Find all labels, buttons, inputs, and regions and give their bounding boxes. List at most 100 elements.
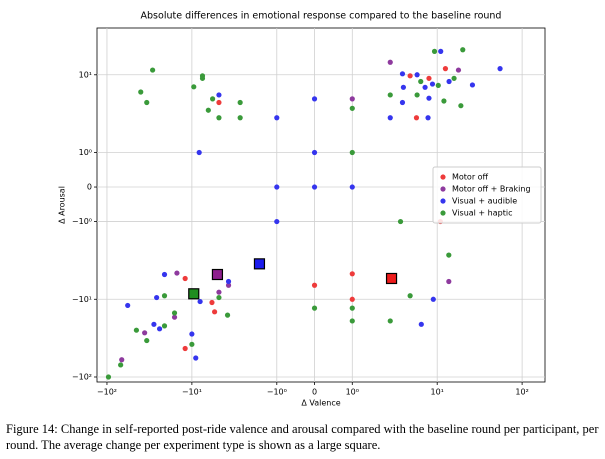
point (237, 115, 243, 121)
point (197, 298, 203, 305)
caption: Figure 14: Change in self-reported post-… (6, 422, 599, 452)
y-tick-label: −10⁰ (72, 217, 92, 226)
point (349, 149, 355, 156)
point (161, 271, 168, 278)
point (151, 321, 157, 327)
mean-square (385, 272, 398, 285)
chart-title: Absolute differences in emotional respon… (141, 11, 502, 22)
point (119, 357, 125, 363)
point (209, 299, 215, 306)
point (497, 66, 503, 72)
point (161, 293, 168, 299)
point (216, 92, 222, 98)
point (400, 84, 407, 90)
point (418, 321, 424, 327)
point (349, 271, 355, 277)
point (274, 218, 280, 225)
point (418, 78, 424, 85)
point (349, 105, 355, 111)
point (105, 374, 112, 380)
point (144, 99, 150, 106)
legend-marker (440, 174, 446, 180)
point (196, 149, 202, 156)
point (144, 337, 150, 344)
point (182, 275, 188, 282)
point (435, 82, 441, 89)
point (431, 48, 438, 54)
point (413, 115, 420, 121)
point (189, 341, 195, 347)
point (311, 96, 318, 102)
point (349, 296, 355, 302)
point (174, 270, 180, 276)
legend-marker (440, 186, 446, 192)
point (426, 75, 432, 81)
mean-square (211, 268, 224, 281)
legend-label: Visual + audible (452, 197, 517, 206)
point (446, 252, 452, 258)
point (274, 184, 280, 190)
point (387, 115, 393, 121)
point (387, 59, 393, 65)
point (414, 92, 420, 98)
y-tick-label: 0 (87, 183, 92, 192)
y-axis-label: Δ Arousal (58, 186, 67, 224)
point (156, 326, 163, 332)
point (446, 78, 452, 85)
y-tick-label: 10¹ (79, 70, 92, 79)
x-tick-label: 10⁰ (346, 388, 359, 397)
x-tick-label: 10¹ (431, 388, 444, 397)
point (154, 294, 160, 301)
point (118, 362, 124, 368)
point (216, 289, 222, 295)
x-tick-label: −10⁰ (267, 388, 287, 397)
legend-marker (440, 198, 446, 204)
plot-area (96, 27, 546, 383)
point (171, 310, 178, 316)
point (349, 184, 355, 190)
point (311, 149, 318, 156)
point (161, 323, 168, 329)
point (224, 312, 231, 318)
point (399, 99, 406, 106)
point (426, 95, 432, 101)
point (458, 103, 464, 109)
point (274, 115, 280, 121)
point (446, 278, 452, 285)
y-tick-label: 10⁰ (79, 148, 92, 157)
point (311, 184, 318, 190)
point (349, 318, 355, 324)
point (422, 84, 428, 90)
y-tick-label: −10² (72, 372, 92, 381)
point (425, 115, 431, 121)
point (225, 278, 232, 285)
point (210, 96, 216, 102)
point (451, 75, 457, 81)
point (182, 345, 188, 352)
point (133, 327, 140, 333)
point (199, 75, 206, 81)
x-tick-label: 10² (515, 388, 528, 397)
point (216, 115, 222, 121)
x-tick-label: −10¹ (182, 388, 202, 397)
point (171, 314, 178, 320)
mean-square (188, 288, 200, 300)
point (193, 355, 199, 361)
x-tick-label: −10² (97, 388, 117, 397)
point (125, 302, 131, 309)
chart: Absolute differences in emotional respon… (58, 11, 546, 408)
point (349, 305, 355, 311)
point (225, 282, 232, 288)
point (441, 98, 447, 104)
legend-label: Motor off + Braking (452, 185, 531, 194)
point (387, 92, 393, 98)
point (469, 82, 476, 88)
point (142, 330, 148, 336)
point (429, 81, 436, 87)
point (237, 99, 243, 106)
point (150, 67, 156, 73)
point (438, 48, 444, 54)
legend-box (432, 166, 542, 224)
point (455, 67, 462, 73)
point (414, 72, 420, 78)
